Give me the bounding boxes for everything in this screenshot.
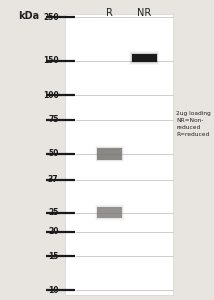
Bar: [97, 207, 122, 218]
Bar: [95, 146, 125, 162]
Text: 75: 75: [48, 115, 59, 124]
Text: 25: 25: [48, 208, 59, 217]
Bar: [97, 148, 122, 160]
Bar: [130, 52, 158, 64]
Text: 100: 100: [43, 91, 59, 100]
Text: 50: 50: [48, 149, 59, 158]
Text: 250: 250: [43, 13, 59, 22]
Bar: [96, 147, 123, 161]
Bar: [96, 206, 123, 219]
Bar: [95, 146, 124, 161]
Bar: [95, 204, 125, 221]
Bar: [132, 54, 157, 62]
Text: 10: 10: [48, 286, 59, 295]
Text: 20: 20: [48, 227, 59, 236]
Bar: [95, 205, 124, 220]
Text: 150: 150: [43, 56, 59, 65]
Bar: [131, 53, 158, 63]
Text: kDa: kDa: [18, 11, 39, 21]
Text: 15: 15: [48, 252, 59, 261]
Text: R: R: [106, 8, 113, 18]
Bar: [65, 14, 173, 295]
Bar: [129, 51, 159, 65]
Text: NR: NR: [137, 8, 152, 18]
Text: 2ug loading
NR=Non-
reduced
R=reduced: 2ug loading NR=Non- reduced R=reduced: [176, 111, 211, 136]
Text: 37: 37: [48, 175, 59, 184]
